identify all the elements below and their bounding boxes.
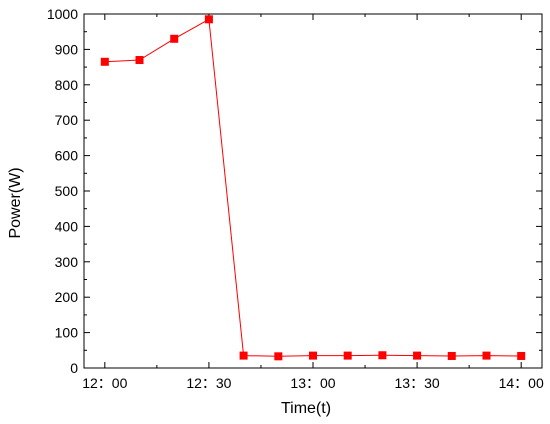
series-group xyxy=(100,15,526,361)
y-tick-label: 0 xyxy=(70,360,78,376)
data-point xyxy=(343,351,352,360)
y-tick-label: 300 xyxy=(55,254,79,270)
x-tick-label: 12：00 xyxy=(82,375,127,391)
data-point xyxy=(170,34,179,43)
series-line xyxy=(104,18,522,357)
data-point xyxy=(239,351,248,360)
data-point xyxy=(517,351,526,360)
y-tick-label: 500 xyxy=(55,183,79,199)
data-point xyxy=(274,352,283,361)
axis-ticks xyxy=(84,13,542,369)
x-axis-title: Time(t) xyxy=(281,400,331,417)
x-tick-label: 13：00 xyxy=(290,375,335,391)
data-point xyxy=(309,351,317,360)
y-tick-labels: 0 100 200 300 400 500 600 700 800 900 1000 xyxy=(47,6,78,376)
x-tick-label: 13：30 xyxy=(395,375,440,391)
y-tick-label: 400 xyxy=(55,218,79,234)
data-point xyxy=(378,351,387,360)
y-tick-label: 200 xyxy=(55,289,79,305)
plot-frame xyxy=(83,13,543,369)
y-tick-label: 600 xyxy=(55,148,79,164)
data-point xyxy=(482,351,491,360)
data-point xyxy=(100,57,109,66)
data-point xyxy=(447,351,456,360)
y-tick-label: 1000 xyxy=(47,6,78,22)
y-axis-title: Power(W) xyxy=(7,167,24,238)
data-point xyxy=(135,56,144,65)
x-tick-labels: 12：00 12：30 13：00 13：30 14：00 xyxy=(82,375,544,391)
x-tick-label: 14：00 xyxy=(499,375,544,391)
y-tick-label: 700 xyxy=(55,112,79,128)
y-tick-label: 100 xyxy=(55,325,79,341)
data-point xyxy=(204,15,213,24)
y-tick-label: 900 xyxy=(55,41,79,57)
x-tick-label: 12：30 xyxy=(186,375,231,391)
y-tick-label: 800 xyxy=(55,77,79,93)
data-point xyxy=(413,351,422,360)
